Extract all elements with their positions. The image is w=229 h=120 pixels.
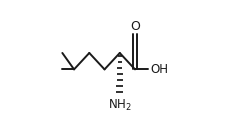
Text: OH: OH (150, 63, 168, 76)
Text: NH$_2$: NH$_2$ (108, 98, 132, 113)
Text: O: O (130, 20, 140, 33)
